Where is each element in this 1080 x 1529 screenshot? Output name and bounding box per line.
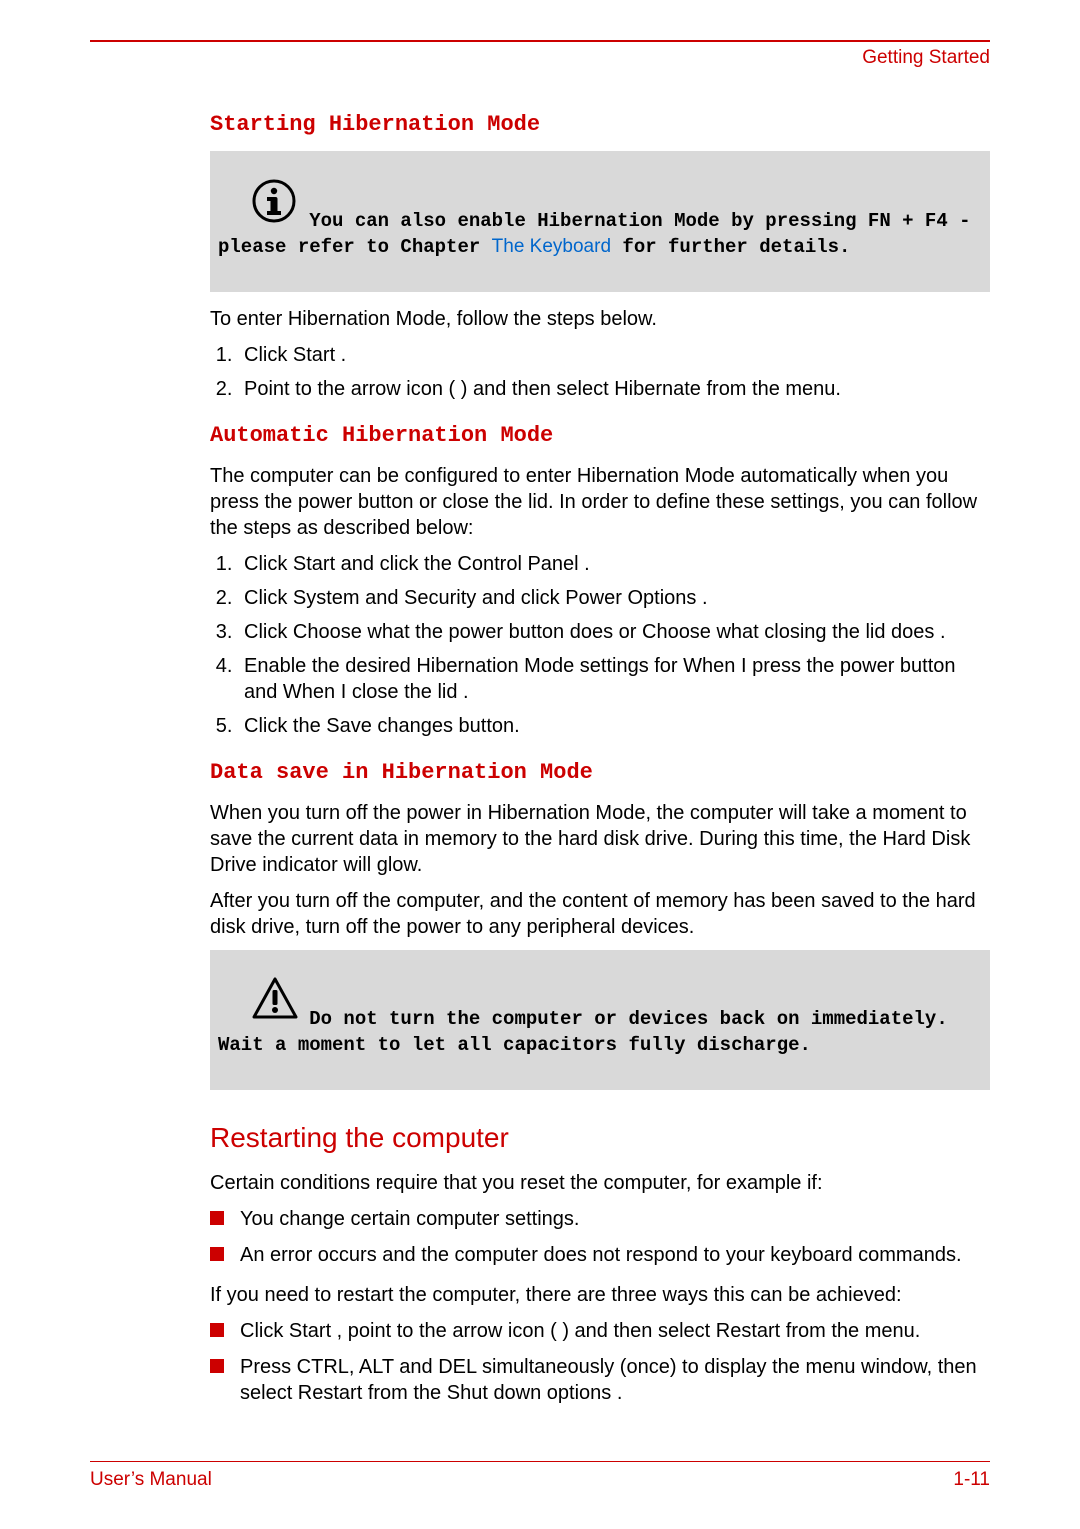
step: Point to the arrow icon ( ) and then sel… bbox=[238, 376, 990, 402]
warning-icon bbox=[210, 952, 298, 1054]
info-icon bbox=[210, 153, 296, 257]
footer-right: 1-11 bbox=[953, 1468, 990, 1493]
heading: Restarting the computer bbox=[210, 1120, 990, 1156]
page: Getting Started Starting Hibernation Mod… bbox=[0, 0, 1080, 1529]
list-item: Press CTRL, ALT and DEL simultaneously (… bbox=[210, 1354, 990, 1406]
mid-text: If you need to restart the computer, the… bbox=[210, 1282, 990, 1308]
page-footer: User’s Manual 1-11 bbox=[90, 1461, 990, 1493]
warning-note: Do not turn the computer or devices back… bbox=[210, 950, 990, 1090]
step: Click System and Security and click Powe… bbox=[238, 585, 990, 611]
section-restarting: Restarting the computer Certain conditio… bbox=[210, 1120, 990, 1406]
paragraph: When you turn off the power in Hibernati… bbox=[210, 800, 990, 878]
step: Click the Save changes button. bbox=[238, 713, 990, 739]
step: Enable the desired Hibernation Mode sett… bbox=[238, 653, 990, 705]
footer-left: User’s Manual bbox=[90, 1468, 212, 1493]
header-breadcrumb: Getting Started bbox=[90, 46, 990, 71]
list-item: An error occurs and the computer does no… bbox=[210, 1242, 990, 1268]
heading: Data save in Hibernation Mode bbox=[210, 759, 990, 788]
footer-rule bbox=[90, 1461, 990, 1462]
heading: Automatic Hibernation Mode bbox=[210, 422, 990, 451]
list-item: You change certain computer settings. bbox=[210, 1206, 990, 1232]
intro-text: Certain conditions require that you rese… bbox=[210, 1170, 990, 1196]
note-text-c: for further details. bbox=[611, 236, 850, 258]
warning-text: Do not turn the computer or devices back… bbox=[218, 1008, 959, 1056]
list-item: Click Start , point to the arrow icon ( … bbox=[210, 1318, 990, 1344]
note-key: FN + F4 bbox=[868, 210, 959, 232]
intro-text: To enter Hibernation Mode, follow the st… bbox=[210, 306, 990, 332]
intro-text: The computer can be configured to enter … bbox=[210, 463, 990, 541]
section-starting-hibernation: Starting Hibernation Mode You can also e… bbox=[210, 111, 990, 403]
note-text-a: You can also enable Hibernation Mode by … bbox=[309, 210, 868, 232]
keyboard-chapter-link[interactable]: The Keyboard bbox=[492, 236, 611, 257]
steps-list: Click Start . Point to the arrow icon ( … bbox=[210, 342, 990, 402]
bullet-list: Click Start , point to the arrow icon ( … bbox=[210, 1318, 990, 1406]
step: Click Choose what the power button does … bbox=[238, 619, 990, 645]
heading: Starting Hibernation Mode bbox=[210, 111, 990, 140]
bullet-list: You change certain computer settings. An… bbox=[210, 1206, 990, 1268]
section-data-save: Data save in Hibernation Mode When you t… bbox=[210, 759, 990, 1090]
header-rule bbox=[90, 40, 990, 42]
section-automatic-hibernation: Automatic Hibernation Mode The computer … bbox=[210, 422, 990, 739]
step: Click Start and click the Control Panel … bbox=[238, 551, 990, 577]
paragraph: After you turn off the computer, and the… bbox=[210, 888, 990, 940]
steps-list: Click Start and click the Control Panel … bbox=[210, 551, 990, 739]
info-note: You can also enable Hibernation Mode by … bbox=[210, 151, 990, 292]
step: Click Start . bbox=[238, 342, 990, 368]
